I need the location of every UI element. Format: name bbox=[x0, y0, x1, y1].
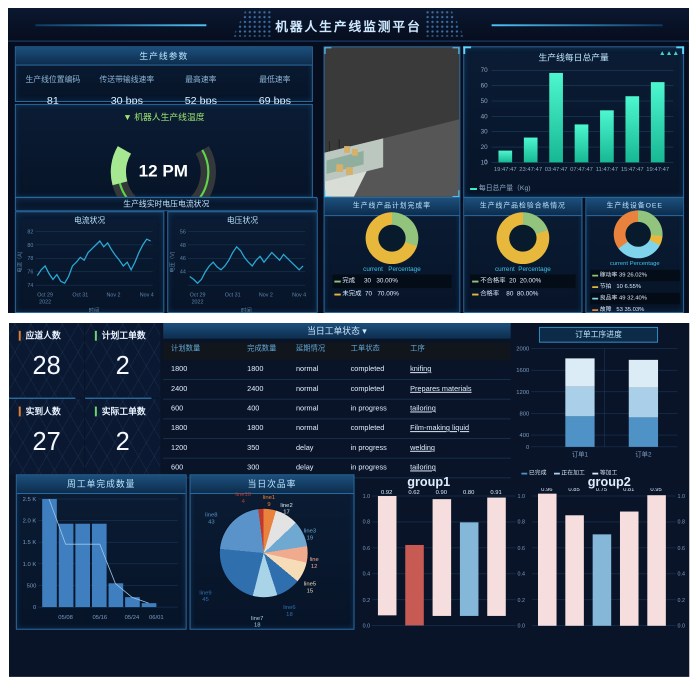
svg-text:0.91: 0.91 bbox=[490, 490, 501, 496]
svg-text:2000: 2000 bbox=[516, 347, 530, 353]
svg-text:2022: 2022 bbox=[192, 299, 204, 305]
svg-text:0.81: 0.81 bbox=[623, 488, 634, 493]
svg-text:74: 74 bbox=[27, 283, 33, 289]
svg-text:Oct 31: Oct 31 bbox=[72, 293, 88, 299]
svg-text:1600: 1600 bbox=[516, 368, 530, 374]
svg-text:0.75: 0.75 bbox=[596, 488, 608, 493]
svg-text:70: 70 bbox=[481, 67, 489, 74]
svg-text:46: 46 bbox=[180, 256, 186, 262]
svg-text:05/16: 05/16 bbox=[92, 615, 107, 621]
svg-text:0.85: 0.85 bbox=[568, 488, 580, 493]
svg-text:40: 40 bbox=[481, 113, 489, 120]
svg-text:2022: 2022 bbox=[39, 299, 51, 305]
svg-text:0.8: 0.8 bbox=[363, 520, 370, 526]
svg-text:0.95: 0.95 bbox=[650, 488, 662, 493]
svg-text:时间: 时间 bbox=[89, 306, 100, 313]
svg-text:0.4: 0.4 bbox=[678, 572, 685, 578]
svg-text:06/01: 06/01 bbox=[149, 615, 164, 621]
svg-text:05/24: 05/24 bbox=[125, 615, 140, 621]
svg-text:0.8: 0.8 bbox=[678, 520, 685, 526]
svg-text:Nov 4: Nov 4 bbox=[292, 293, 306, 299]
svg-text:19:47:47: 19:47:47 bbox=[494, 167, 517, 173]
svg-text:0.80: 0.80 bbox=[463, 490, 475, 496]
svg-text:03:47:47: 03:47:47 bbox=[545, 167, 568, 173]
svg-text:07:47:47: 07:47:47 bbox=[570, 167, 593, 173]
svg-text:15:47:47: 15:47:47 bbox=[621, 167, 644, 173]
svg-text:Oct 31: Oct 31 bbox=[225, 293, 241, 299]
svg-text:0.0: 0.0 bbox=[363, 624, 370, 628]
svg-text:Oct 29: Oct 29 bbox=[190, 293, 206, 299]
svg-text:0.0: 0.0 bbox=[678, 624, 685, 628]
svg-text:0: 0 bbox=[33, 605, 37, 611]
svg-text:0.2: 0.2 bbox=[517, 598, 524, 604]
svg-text:0.62: 0.62 bbox=[408, 490, 419, 496]
svg-text:76: 76 bbox=[27, 270, 33, 276]
svg-text:44: 44 bbox=[180, 270, 186, 276]
svg-text:0.6: 0.6 bbox=[517, 546, 524, 552]
svg-text:0.4: 0.4 bbox=[517, 572, 524, 578]
svg-text:电压（V): 电压（V) bbox=[168, 251, 176, 272]
svg-text:0.0: 0.0 bbox=[517, 624, 524, 628]
svg-text:78: 78 bbox=[27, 256, 33, 262]
svg-text:20: 20 bbox=[481, 144, 489, 151]
svg-text:0.4: 0.4 bbox=[363, 572, 370, 578]
svg-text:1.0: 1.0 bbox=[517, 494, 524, 500]
svg-text:19:47:47: 19:47:47 bbox=[646, 167, 669, 173]
svg-text:82: 82 bbox=[27, 229, 33, 235]
svg-text:1.5 K: 1.5 K bbox=[23, 540, 37, 546]
svg-text:Oct 29: Oct 29 bbox=[37, 293, 53, 299]
svg-text:0.2: 0.2 bbox=[363, 598, 370, 604]
svg-text:05/08: 05/08 bbox=[58, 615, 73, 621]
svg-text:0.6: 0.6 bbox=[363, 546, 370, 552]
svg-text:订单1: 订单1 bbox=[572, 450, 589, 459]
svg-text:电流（A): 电流（A) bbox=[16, 251, 24, 272]
svg-text:23:47:47: 23:47:47 bbox=[519, 167, 542, 173]
svg-text:60: 60 bbox=[481, 83, 489, 90]
svg-text:400: 400 bbox=[519, 433, 529, 439]
svg-text:0.96: 0.96 bbox=[541, 488, 552, 493]
svg-text:0: 0 bbox=[526, 445, 530, 451]
svg-text:Nov 2: Nov 2 bbox=[107, 293, 121, 299]
svg-text:0.2: 0.2 bbox=[678, 598, 685, 604]
svg-text:50: 50 bbox=[481, 98, 489, 105]
svg-text:12 PM: 12 PM bbox=[139, 162, 188, 181]
svg-text:2.5 K: 2.5 K bbox=[23, 497, 37, 503]
svg-text:Nov 4: Nov 4 bbox=[140, 293, 154, 299]
svg-text:1.0: 1.0 bbox=[363, 494, 370, 500]
svg-text:0.8: 0.8 bbox=[517, 520, 524, 526]
svg-text:Nov 2: Nov 2 bbox=[259, 293, 273, 299]
svg-text:56: 56 bbox=[180, 229, 186, 235]
svg-text:1.0: 1.0 bbox=[678, 494, 685, 500]
svg-text:80: 80 bbox=[27, 243, 33, 249]
svg-text:1200: 1200 bbox=[516, 390, 530, 396]
svg-text:时间: 时间 bbox=[241, 306, 252, 313]
svg-text:30: 30 bbox=[481, 129, 489, 136]
svg-text:800: 800 bbox=[519, 411, 529, 417]
svg-text:0.90: 0.90 bbox=[436, 490, 448, 496]
svg-text:48: 48 bbox=[180, 243, 186, 249]
svg-text:0.92: 0.92 bbox=[381, 490, 392, 496]
svg-text:2.0 K: 2.0 K bbox=[23, 519, 37, 525]
svg-text:500: 500 bbox=[27, 583, 37, 589]
svg-text:0.6: 0.6 bbox=[678, 546, 685, 552]
svg-text:1.0 K: 1.0 K bbox=[23, 562, 37, 568]
svg-text:订单2: 订单2 bbox=[635, 450, 652, 459]
svg-text:0: 0 bbox=[484, 159, 488, 166]
svg-text:11:47:47: 11:47:47 bbox=[596, 167, 618, 173]
